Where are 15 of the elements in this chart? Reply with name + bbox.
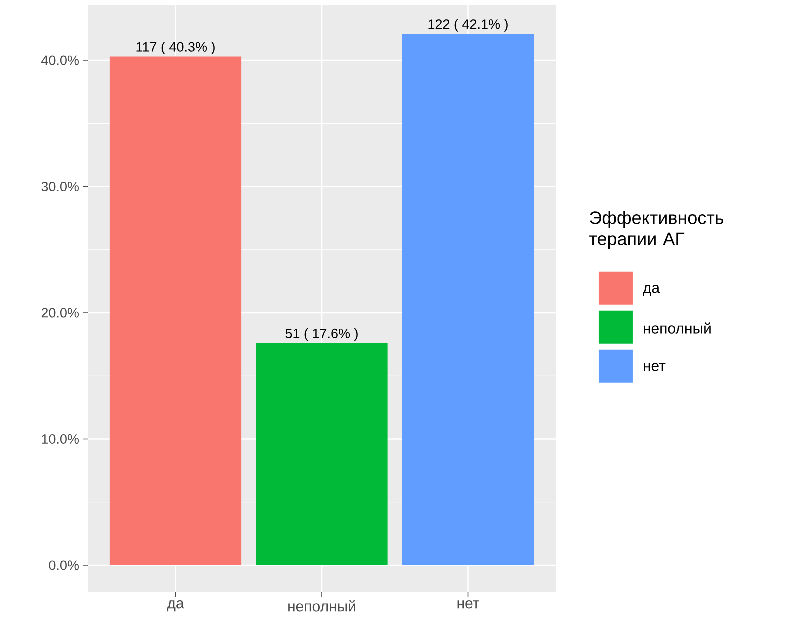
data-label: 117 ( 40.3% ) xyxy=(136,42,215,55)
data-label: 122 ( 42.1% ) xyxy=(428,19,508,32)
legend-label: нет xyxy=(644,363,666,372)
y-tick-label: 0.0% xyxy=(49,560,79,570)
y-tick-label: 40.0% xyxy=(42,56,79,66)
x-tick-label: нет xyxy=(458,600,480,609)
y-tick-label: 20.0% xyxy=(42,308,79,318)
data-label: 51 ( 17.6% ) xyxy=(286,328,358,342)
y-tick-label: 10.0% xyxy=(42,434,79,444)
legend-title: Эффективность терапии АГ xyxy=(590,211,724,249)
y-tick-label: 30.0% xyxy=(42,182,79,192)
legend-label: неполный xyxy=(644,322,711,334)
x-tick-label: да xyxy=(167,600,184,612)
legend-label: да xyxy=(643,285,660,296)
x-tick-label: неполный xyxy=(288,600,356,612)
